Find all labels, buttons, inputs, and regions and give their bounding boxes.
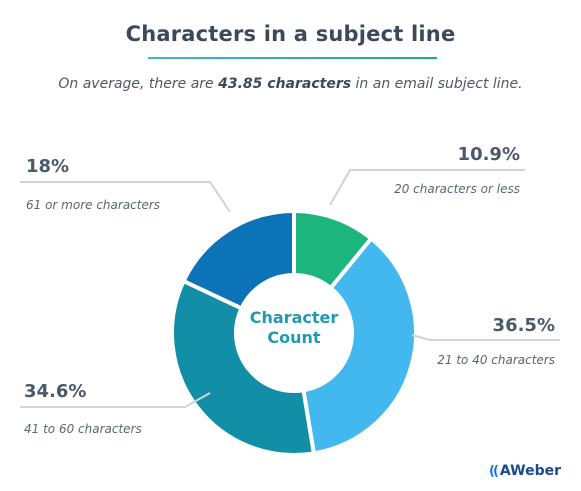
subtitle-pre: On average, there are (58, 76, 219, 92)
aweber-logo: ((AWeber (489, 463, 561, 479)
callout-line-slice-3 (20, 392, 211, 408)
center-label-line-1: Character (250, 308, 339, 327)
aweber-logo-icon: (( (489, 463, 499, 479)
slice-3-value: 34.6% (24, 381, 86, 402)
slice-3-label: 41 to 60 characters (24, 422, 142, 436)
donut-slices (170, 208, 418, 457)
chart-title: Characters in a subject line (125, 22, 456, 46)
title-underline (148, 57, 437, 59)
slice-2-label: 21 to 40 characters (437, 353, 555, 367)
slice-4-label: 61 or more characters (26, 198, 160, 212)
slice-2-value: 36.5% (493, 315, 555, 336)
donut-slice-4 (180, 208, 296, 311)
subtitle-average: 43.85 characters (218, 76, 352, 92)
donut-slice-2 (301, 235, 418, 456)
center-label-line-2: Count (267, 328, 321, 347)
subtitle-post: in an email subject line. (351, 76, 523, 92)
chart-subtitle: On average, there are 43.85 characters i… (0, 76, 581, 92)
donut-slice-3 (170, 278, 317, 457)
callout-line-slice-2 (411, 334, 560, 341)
aweber-logo-text: AWeber (499, 463, 561, 479)
slice-4-value: 18% (26, 156, 69, 177)
callout-lines (20, 169, 560, 408)
slice-1-value: 10.9% (458, 144, 520, 165)
slice-1-label: 20 characters or less (394, 182, 520, 196)
callout-line-slice-1 (329, 169, 525, 206)
callout-line-slice-4 (20, 181, 231, 213)
